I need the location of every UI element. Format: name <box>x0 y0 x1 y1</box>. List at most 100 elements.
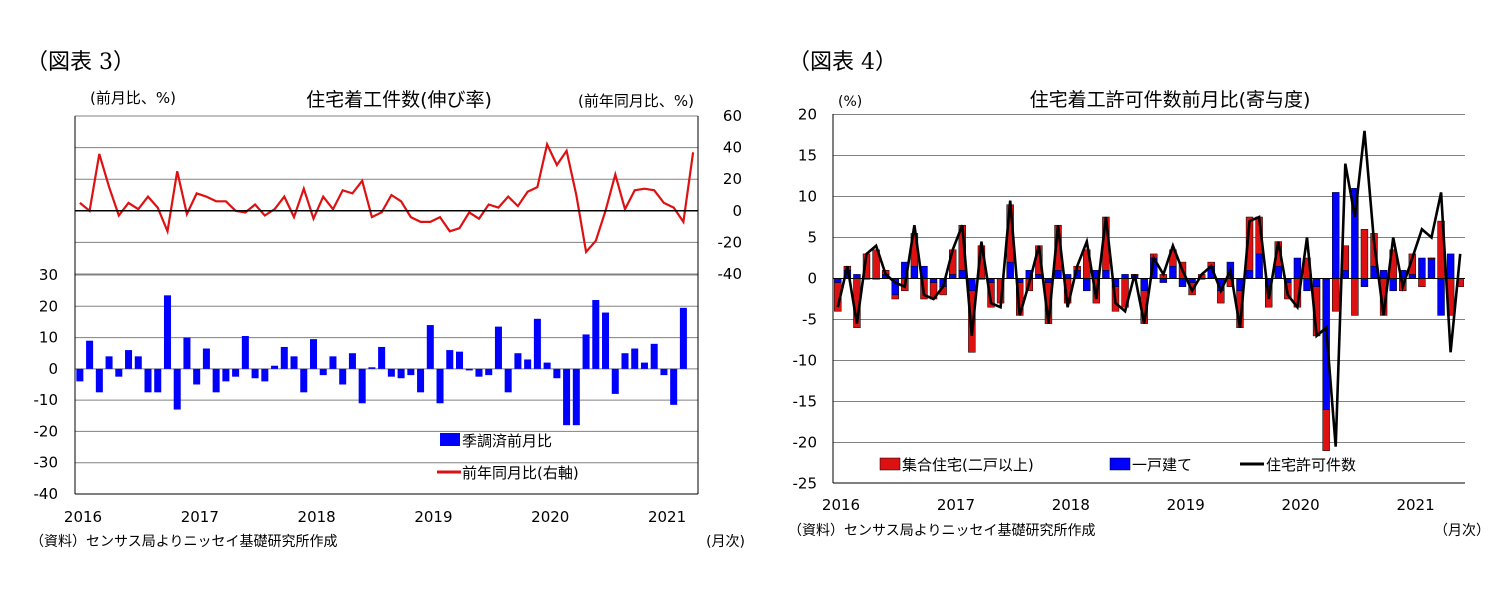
fig4-x-ticks: 2016 2017 2018 2019 2020 2021 <box>822 496 1435 514</box>
figure4-chart: (%) 住宅着工許可件数前月比(寄与度) -25 -20 -15 -10 -5 0 5 10 1… <box>788 89 1490 539</box>
fig3-bar <box>329 356 337 369</box>
fig4-single-bar <box>929 278 938 283</box>
fig4-single-bar <box>1159 278 1168 283</box>
fig3-bar <box>144 368 152 393</box>
figure3-chart: (前月比、%) 住宅着工件数(伸び率) (前年同月比、%) -40-30-20-… <box>30 89 745 550</box>
fig4-single-bar <box>1274 265 1282 279</box>
fig4-single-bar <box>1379 270 1388 279</box>
fig3-right-tick-label: -20 <box>718 233 743 251</box>
fig4-single-bar <box>1418 257 1426 279</box>
fig3-bar <box>553 368 561 379</box>
fig3-bar <box>446 350 454 369</box>
fig4-multi-bar <box>891 294 899 300</box>
fig3-bar <box>407 368 415 376</box>
fig4-legend-single-swatch <box>1109 457 1131 471</box>
fig3-left-tick-label: 30 <box>39 266 58 284</box>
fig4-y-tick-label: 5 <box>807 229 817 247</box>
fig3-bar <box>602 312 610 369</box>
fig3-right-ticks: -40 -20 0 20 40 60 <box>718 107 743 283</box>
fig4-y-tick-label: 10 <box>798 188 817 206</box>
fig3-x-ticks: 2016 2017 2018 2019 2020 2021 <box>64 508 686 526</box>
fig3-left-tick-label: 10 <box>39 329 58 347</box>
fig4-x-tick-label: 2020 <box>1282 496 1320 514</box>
fig4-y-tick-label: -15 <box>793 393 818 411</box>
fig4-y-tick-label: -5 <box>802 311 817 329</box>
fig4-multi-bar <box>1427 257 1436 260</box>
fig3-right-tick-label: 40 <box>723 139 742 157</box>
fig3-bar <box>563 368 571 426</box>
fig4-unit: (%) <box>838 94 862 110</box>
fig4-line <box>836 130 1462 447</box>
fig3-bar <box>631 348 639 369</box>
fig3-right-unit: (前年同月比、%) <box>578 92 694 110</box>
fig3-axes <box>74 116 699 495</box>
fig4-y-tick-label: 15 <box>798 147 817 165</box>
fig4-multi-bar <box>1245 216 1254 271</box>
fig3-bar <box>650 343 658 369</box>
fig3-bar <box>592 300 600 369</box>
fig4-legend-line-label: 住宅許可件数 <box>1266 456 1356 474</box>
fig3-bar <box>290 356 298 369</box>
fig3-bar <box>339 368 347 385</box>
fig3-left-tick-label: -10 <box>34 391 59 409</box>
fig3-bar <box>76 368 84 382</box>
fig4-single-bar <box>1446 253 1455 279</box>
fig3-bar <box>572 368 580 426</box>
fig3-left-unit: (前月比、%) <box>90 89 176 107</box>
fig3-bar <box>163 295 171 369</box>
fig3-legend-bar-label: 季調済前月比 <box>462 432 552 450</box>
fig3-left-tick-label: 0 <box>48 360 58 378</box>
fig3-title: 住宅着工件数(伸び率) <box>306 89 492 111</box>
figure4-label: （図表 4） <box>788 50 897 75</box>
fig4-single-bar <box>1121 274 1129 279</box>
fig4-single-bar <box>948 274 957 279</box>
fig4-y-tick-label: -20 <box>793 434 818 452</box>
fig4-single-bar <box>1044 278 1053 283</box>
fig3-bar <box>670 368 678 405</box>
fig3-bar <box>533 318 541 369</box>
fig3-x-tick-label: 2018 <box>298 508 336 526</box>
fig4-y-tick-label: -10 <box>793 352 818 370</box>
fig3-bar <box>679 307 687 369</box>
fig4-single-bar <box>1140 278 1148 292</box>
fig4-single-bar <box>1255 253 1263 279</box>
fig3-bar <box>232 368 240 377</box>
fig3-x-tick-label: 2016 <box>64 508 102 526</box>
fig3-x-tick-label: 2017 <box>181 508 219 526</box>
fig4-x-tick-label: 2018 <box>1052 496 1090 514</box>
figure3-label: （図表 3） <box>26 50 135 75</box>
fig3-bar <box>397 368 405 379</box>
fig3-bar <box>105 356 113 369</box>
fig3-bar <box>319 368 327 376</box>
fig4-single-bar <box>1332 192 1340 279</box>
fig4-single-bar <box>1427 257 1436 279</box>
fig3-bar <box>368 367 376 369</box>
fig3-bar <box>524 359 532 369</box>
fig3-bars <box>76 295 687 426</box>
fig3-bar <box>358 368 366 404</box>
fig4-single-bar <box>1188 278 1196 283</box>
fig3-legend: 季調済前月比 前年同月比(右軸) <box>437 432 579 482</box>
fig4-y-tick-label: 0 <box>807 270 817 288</box>
fig4-multi-bar <box>1360 229 1369 279</box>
fig4-source: （資料）センサス局よりニッセイ基礎研究所作成 <box>788 522 1095 539</box>
fig3-bar <box>183 337 191 369</box>
fig3-bar <box>241 336 249 369</box>
fig3-left-ticks: -40 -30 -20 -10 0 10 20 30 <box>34 266 59 503</box>
fig3-bar <box>212 368 220 393</box>
fig3-bar <box>475 368 483 377</box>
fig4-single-bar <box>1006 261 1014 279</box>
fig4-legend-single-label: 一戸建て <box>1132 456 1192 474</box>
fig3-bar <box>95 368 103 393</box>
fig4-x-tick-label: 2021 <box>1396 496 1434 514</box>
fig3-bar <box>202 348 210 369</box>
fig4-single-bar <box>968 278 976 292</box>
fig3-bar <box>456 351 464 369</box>
fig3-left-tick-label: -40 <box>34 485 59 503</box>
fig3-x-tick-label: 2019 <box>414 508 452 526</box>
fig3-gridlines <box>75 115 698 464</box>
fig4-axes <box>832 114 1465 484</box>
fig4-x-tick-label: 2019 <box>1167 496 1205 514</box>
fig3-yoy-line <box>79 141 695 255</box>
